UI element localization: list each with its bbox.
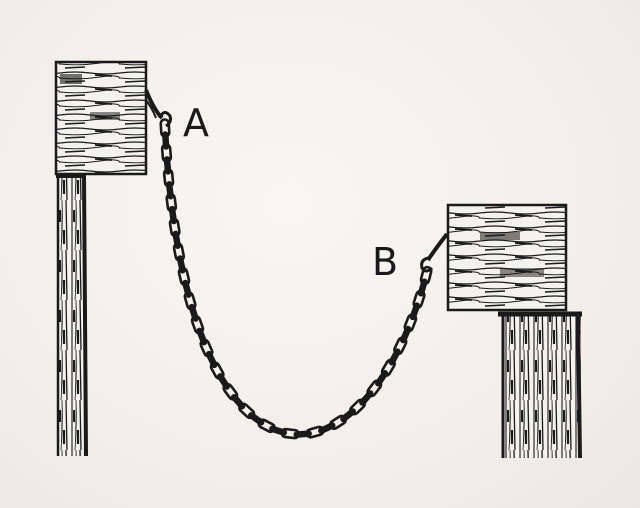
point-b-label: B xyxy=(372,240,399,284)
right-block xyxy=(446,203,568,312)
point-a-label: A xyxy=(183,101,209,145)
left-block xyxy=(54,60,148,176)
left-post xyxy=(56,174,88,457)
chain-link xyxy=(419,265,433,286)
hanging-chain xyxy=(159,118,433,440)
chain-link xyxy=(417,278,428,297)
chain-link xyxy=(188,303,199,322)
chain-link xyxy=(359,390,374,406)
chain-link xyxy=(182,279,192,298)
right-post xyxy=(498,311,582,459)
hook-b xyxy=(420,232,449,273)
